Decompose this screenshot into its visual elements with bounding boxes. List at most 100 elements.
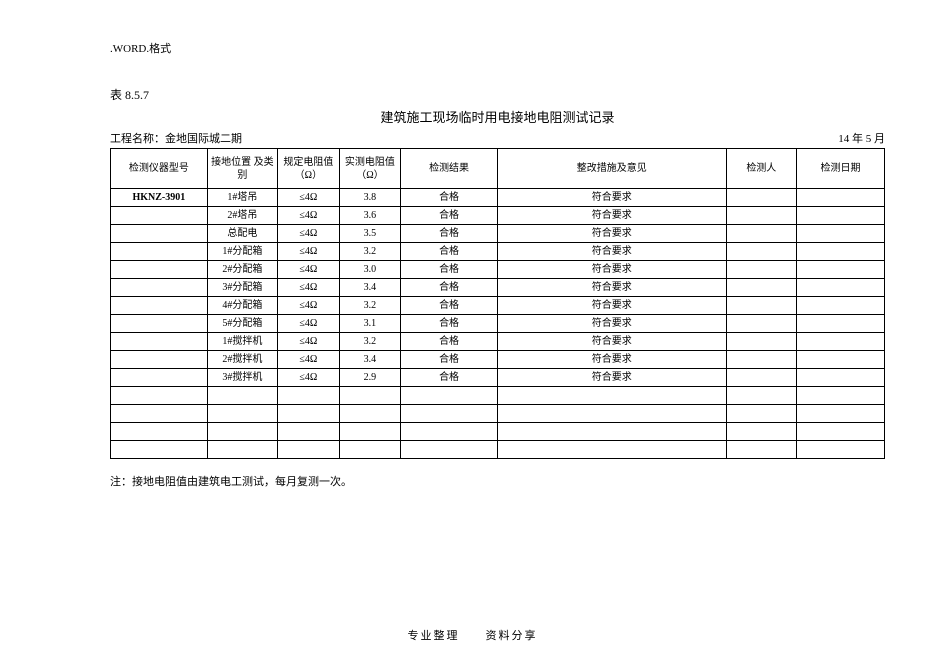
- table-cell: ≤4Ω: [278, 279, 340, 297]
- table-header-row: 检测仪器型号 接地位置 及类别 规定电阻值 （Ω） 实测电阻值 （Ω） 检测结果…: [111, 149, 885, 189]
- table-cell: 1#分配箱: [207, 243, 277, 261]
- table-cell: [726, 351, 796, 369]
- date-label: 14 年 5 月: [838, 130, 885, 146]
- table-cell: [339, 441, 401, 459]
- table-cell: [401, 423, 498, 441]
- table-cell: 符合要求: [497, 207, 726, 225]
- table-cell: 3.0: [339, 261, 401, 279]
- col-header-action: 整改措施及意见: [497, 149, 726, 189]
- table-cell: [796, 243, 884, 261]
- table-cell: ≤4Ω: [278, 333, 340, 351]
- table-cell: 3.6: [339, 207, 401, 225]
- table-cell: 合格: [401, 207, 498, 225]
- table-cell: 3#搅拌机: [207, 369, 277, 387]
- table-cell: [726, 279, 796, 297]
- col-header-instrument: 检测仪器型号: [111, 149, 208, 189]
- table-cell: [796, 369, 884, 387]
- col-header-result: 检测结果: [401, 149, 498, 189]
- table-cell: [111, 225, 208, 243]
- table-row: 2#分配箱≤4Ω3.0合格符合要求: [111, 261, 885, 279]
- col-header-measured-resistance: 实测电阻值 （Ω）: [339, 149, 401, 189]
- table-cell: 3.5: [339, 225, 401, 243]
- table-row: 1#分配箱≤4Ω3.2合格符合要求: [111, 243, 885, 261]
- page-footer: 专业整理 资料分享: [0, 627, 945, 643]
- table-cell: [726, 261, 796, 279]
- table-cell: 1#搅拌机: [207, 333, 277, 351]
- table-cell: 符合要求: [497, 189, 726, 207]
- table-cell: [796, 333, 884, 351]
- table-cell: 3.8: [339, 189, 401, 207]
- col-header-date: 检测日期: [796, 149, 884, 189]
- table-cell: 合格: [401, 261, 498, 279]
- table-cell: [278, 387, 340, 405]
- table-row: 2#搅拌机≤4Ω3.4合格符合要求: [111, 351, 885, 369]
- table-cell: [111, 405, 208, 423]
- table-cell: [339, 387, 401, 405]
- table-cell: ≤4Ω: [278, 243, 340, 261]
- table-cell: [339, 405, 401, 423]
- table-cell: [796, 423, 884, 441]
- table-cell: ≤4Ω: [278, 369, 340, 387]
- table-cell: 符合要求: [497, 297, 726, 315]
- table-cell: [111, 207, 208, 225]
- table-cell: 2.9: [339, 369, 401, 387]
- table-cell: [796, 351, 884, 369]
- table-cell: 3.2: [339, 243, 401, 261]
- col-header-spec-resistance: 规定电阻值 （Ω）: [278, 149, 340, 189]
- table-row: 3#搅拌机≤4Ω2.9合格符合要求: [111, 369, 885, 387]
- table-cell: 合格: [401, 315, 498, 333]
- table-cell: [796, 225, 884, 243]
- col-header-inspector: 检测人: [726, 149, 796, 189]
- document-title: 建筑施工现场临时用电接地电阻测试记录: [110, 107, 885, 126]
- table-cell: [726, 225, 796, 243]
- table-cell: 符合要求: [497, 261, 726, 279]
- meta-row: 工程名称：金地国际城二期 14 年 5 月: [110, 130, 885, 146]
- table-cell: [111, 369, 208, 387]
- table-row: HKNZ-39011#塔吊≤4Ω3.8合格符合要求: [111, 189, 885, 207]
- table-cell: 合格: [401, 351, 498, 369]
- table-cell: [111, 441, 208, 459]
- table-cell: 符合要求: [497, 225, 726, 243]
- table-cell: [111, 243, 208, 261]
- table-cell: ≤4Ω: [278, 207, 340, 225]
- table-cell: [796, 261, 884, 279]
- table-cell: [278, 405, 340, 423]
- table-row: [111, 423, 885, 441]
- footnote: 注：接地电阻值由建筑电工测试，每月复测一次。: [110, 473, 885, 489]
- table-row: 5#分配箱≤4Ω3.1合格符合要求: [111, 315, 885, 333]
- table-cell: [111, 387, 208, 405]
- table-cell: [207, 387, 277, 405]
- table-cell: [726, 189, 796, 207]
- table-cell: 合格: [401, 243, 498, 261]
- table-row: [111, 441, 885, 459]
- table-cell: [111, 333, 208, 351]
- table-cell: 符合要求: [497, 243, 726, 261]
- table-cell: 2#塔吊: [207, 207, 277, 225]
- table-cell: 5#分配箱: [207, 315, 277, 333]
- table-cell: 符合要求: [497, 351, 726, 369]
- table-cell: [796, 405, 884, 423]
- table-cell: 合格: [401, 279, 498, 297]
- table-cell: HKNZ-3901: [111, 189, 208, 207]
- table-cell: ≤4Ω: [278, 225, 340, 243]
- table-cell: [497, 423, 726, 441]
- table-cell: 总配电: [207, 225, 277, 243]
- table-cell: 3.2: [339, 297, 401, 315]
- table-cell: 合格: [401, 333, 498, 351]
- table-cell: 3.4: [339, 279, 401, 297]
- header-format-label: .WORD.格式: [110, 40, 885, 56]
- table-cell: ≤4Ω: [278, 315, 340, 333]
- table-cell: [726, 207, 796, 225]
- table-cell: [796, 387, 884, 405]
- table-cell: [796, 441, 884, 459]
- table-cell: [278, 441, 340, 459]
- table-cell: [726, 369, 796, 387]
- table-cell: [401, 405, 498, 423]
- table-cell: [796, 279, 884, 297]
- table-cell: 4#分配箱: [207, 297, 277, 315]
- table-cell: ≤4Ω: [278, 189, 340, 207]
- table-cell: [401, 441, 498, 459]
- table-row: 4#分配箱≤4Ω3.2合格符合要求: [111, 297, 885, 315]
- table-cell: 2#搅拌机: [207, 351, 277, 369]
- table-cell: [497, 387, 726, 405]
